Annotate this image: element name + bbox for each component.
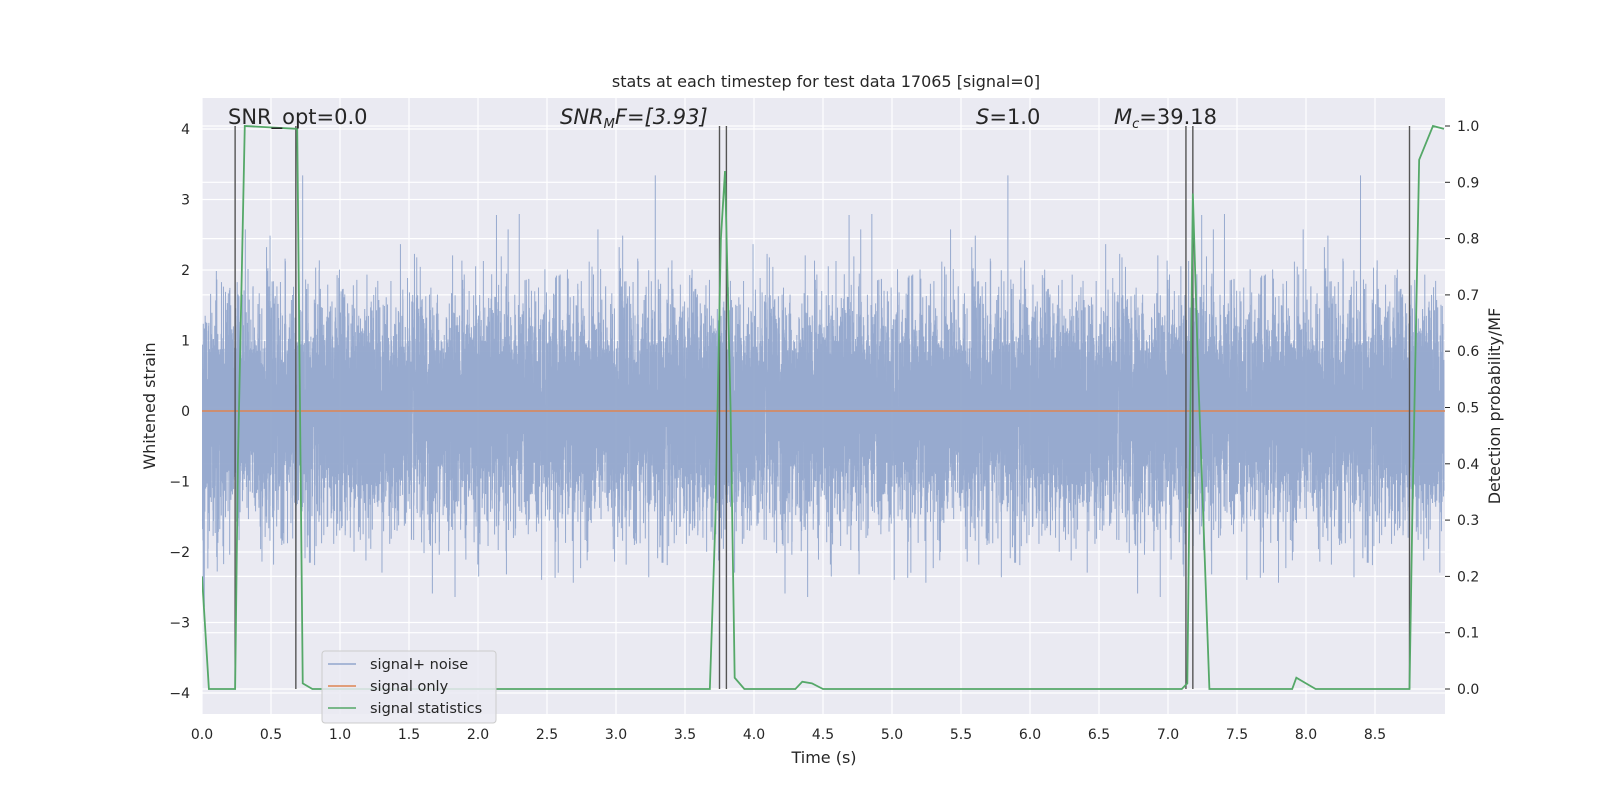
legend: signal+ noise signal only signal statist… — [321, 650, 497, 724]
annotation-snr-mf-sub: M — [604, 117, 615, 132]
legend-label-signal-only: signal only — [370, 679, 449, 695]
legend-label-signal-noise: signal+ noise — [370, 657, 468, 673]
y-tick-left-label: 2 — [181, 263, 190, 279]
annotation-snr-mf-rest: F=[3.93] — [615, 105, 708, 129]
annotation-mc-sub: c — [1132, 117, 1139, 132]
x-axis-ticks: 0.0 0.5 1.0 1.5 2.0 2.5 3.0 3.5 4.0 4.5 5.0 5.5 6.0 6… — [191, 727, 1386, 743]
y-tick-right-label: 0.6 — [1457, 344, 1479, 360]
noise-trace — [202, 175, 1445, 607]
y-axis-left-ticks: 4 3 2 1 0 −1 −2 −3 −4 — [169, 122, 190, 702]
x-tick-label: 5.5 — [950, 727, 972, 743]
y-tick-right-label: 0.9 — [1457, 175, 1479, 191]
legend-box — [321, 650, 497, 724]
y-tick-left-label: −4 — [169, 686, 190, 702]
annotation-snr-mf-main: SNR — [560, 105, 604, 129]
vertical-markers — [234, 126, 1411, 689]
y-tick-left-label: −3 — [169, 616, 190, 632]
annotation-mc-rest: =39.18 — [1139, 105, 1217, 129]
x-tick-label: 6.5 — [1088, 727, 1110, 743]
y-tick-left-label: 3 — [181, 193, 190, 209]
y-axis-left-label: Whitened strain — [140, 342, 159, 469]
y-tick-left-label: 0 — [181, 404, 190, 420]
x-tick-label: 7.5 — [1226, 727, 1248, 743]
x-tick-label: 5.0 — [881, 727, 903, 743]
y-tick-right-label: 0.7 — [1457, 288, 1479, 304]
annotation-s-main: S — [976, 105, 989, 129]
chart-title: stats at each timestep for test data 170… — [612, 72, 1040, 91]
x-tick-label: 7.0 — [1157, 727, 1179, 743]
y-tick-right-label: 1.0 — [1457, 119, 1479, 135]
y-tick-left-label: −1 — [169, 475, 190, 491]
y-tick-right-label: 0.2 — [1457, 569, 1479, 585]
annotation-snr-opt: SNR_opt=0.0 — [228, 105, 368, 130]
y-axis-right-label: Detection probability/MF — [1485, 308, 1504, 505]
x-tick-label: 8.0 — [1295, 727, 1317, 743]
annotation-mc: Mc=39.18 — [1114, 105, 1217, 132]
y-tick-right-label: 0.1 — [1457, 626, 1479, 642]
x-tick-label: 3.0 — [605, 727, 627, 743]
x-tick-label: 4.0 — [743, 727, 765, 743]
y-tick-left-label: 1 — [181, 334, 190, 350]
y-tick-right-label: 0.4 — [1457, 457, 1479, 473]
legend-label-signal-statistics: signal statistics — [370, 701, 482, 717]
x-tick-label: 1.5 — [398, 727, 420, 743]
x-tick-label: 8.5 — [1364, 727, 1386, 743]
x-tick-label: 3.5 — [674, 727, 696, 743]
annotation-mc-main: M — [1114, 105, 1132, 129]
x-tick-label: 6.0 — [1019, 727, 1041, 743]
y-tick-left-label: 4 — [181, 122, 190, 138]
series-signal-noise — [202, 175, 1445, 607]
y-axis-right-ticks: 1.0 0.9 0.8 0.7 0.6 0.5 0.4 0.3 0.2 0.1 0.0 — [1445, 119, 1479, 698]
y-tick-left-label: −2 — [169, 545, 190, 561]
y-tick-right-label: 0.3 — [1457, 513, 1479, 529]
y-tick-right-label: 0.0 — [1457, 682, 1479, 698]
x-tick-label: 1.0 — [329, 727, 351, 743]
x-tick-label: 2.5 — [536, 727, 558, 743]
y-tick-right-label: 0.8 — [1457, 232, 1479, 248]
annotation-snr-mf: SNRMF=[3.93] — [560, 105, 708, 132]
series-signal-statistics — [202, 124, 1445, 690]
y-tick-right-label: 0.5 — [1457, 401, 1479, 417]
x-tick-label: 0.5 — [260, 727, 282, 743]
x-axis-label: Time (s) — [790, 748, 856, 767]
x-tick-label: 2.0 — [467, 727, 489, 743]
annotation-s: S=1.0 — [976, 105, 1040, 129]
x-tick-label: 0.0 — [191, 727, 213, 743]
annotation-s-rest: =1.0 — [989, 105, 1040, 129]
x-tick-label: 4.5 — [812, 727, 834, 743]
